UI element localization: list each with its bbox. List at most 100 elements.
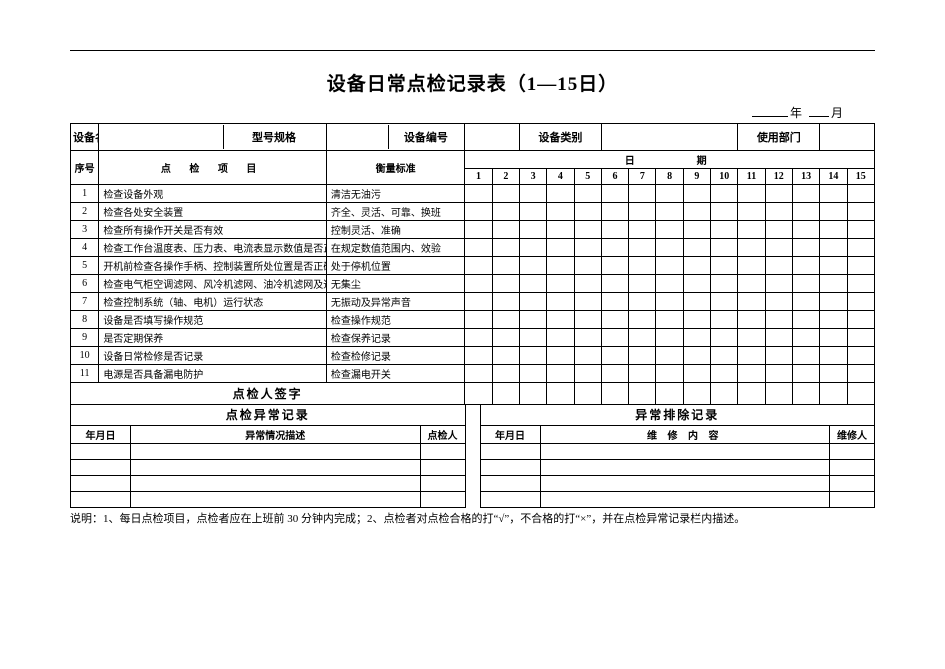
check-cell[interactable] <box>656 239 683 257</box>
check-cell[interactable] <box>711 257 738 275</box>
check-cell[interactable] <box>820 275 847 293</box>
check-cell[interactable] <box>465 257 492 275</box>
check-cell[interactable] <box>847 221 874 239</box>
check-cell[interactable] <box>547 185 574 203</box>
check-cell[interactable] <box>792 221 819 239</box>
check-cell[interactable] <box>574 329 601 347</box>
check-cell[interactable] <box>547 365 574 383</box>
check-cell[interactable] <box>765 203 792 221</box>
check-cell[interactable] <box>574 203 601 221</box>
equip-type-value[interactable] <box>601 124 737 151</box>
check-cell[interactable] <box>792 203 819 221</box>
check-cell[interactable] <box>847 311 874 329</box>
check-cell[interactable] <box>738 275 765 293</box>
check-cell[interactable] <box>519 329 546 347</box>
check-cell[interactable] <box>683 311 710 329</box>
check-cell[interactable] <box>792 185 819 203</box>
check-cell[interactable] <box>492 185 519 203</box>
check-cell[interactable] <box>519 221 546 239</box>
sign-cell[interactable] <box>492 383 519 405</box>
check-cell[interactable] <box>820 203 847 221</box>
check-cell[interactable] <box>820 293 847 311</box>
check-cell[interactable] <box>683 347 710 365</box>
check-cell[interactable] <box>765 293 792 311</box>
check-cell[interactable] <box>847 329 874 347</box>
check-cell[interactable] <box>547 347 574 365</box>
check-cell[interactable] <box>820 185 847 203</box>
check-cell[interactable] <box>574 347 601 365</box>
check-cell[interactable] <box>847 365 874 383</box>
check-cell[interactable] <box>820 239 847 257</box>
check-cell[interactable] <box>547 275 574 293</box>
sign-cell[interactable] <box>820 383 847 405</box>
check-cell[interactable] <box>519 365 546 383</box>
check-cell[interactable] <box>601 293 628 311</box>
check-cell[interactable] <box>492 347 519 365</box>
check-cell[interactable] <box>465 239 492 257</box>
check-cell[interactable] <box>765 347 792 365</box>
abnormal-row[interactable] <box>71 459 466 475</box>
check-cell[interactable] <box>765 311 792 329</box>
check-cell[interactable] <box>711 347 738 365</box>
sign-cell[interactable] <box>792 383 819 405</box>
check-cell[interactable] <box>820 329 847 347</box>
sign-cell[interactable] <box>711 383 738 405</box>
check-cell[interactable] <box>711 365 738 383</box>
check-cell[interactable] <box>492 203 519 221</box>
check-cell[interactable] <box>765 275 792 293</box>
check-cell[interactable] <box>601 365 628 383</box>
check-cell[interactable] <box>629 293 656 311</box>
check-cell[interactable] <box>656 185 683 203</box>
check-cell[interactable] <box>574 275 601 293</box>
check-cell[interactable] <box>492 329 519 347</box>
check-cell[interactable] <box>519 239 546 257</box>
check-cell[interactable] <box>792 329 819 347</box>
check-cell[interactable] <box>519 293 546 311</box>
check-cell[interactable] <box>547 221 574 239</box>
check-cell[interactable] <box>792 311 819 329</box>
sign-cell[interactable] <box>656 383 683 405</box>
sign-cell[interactable] <box>847 383 874 405</box>
check-cell[interactable] <box>711 311 738 329</box>
check-cell[interactable] <box>629 311 656 329</box>
check-cell[interactable] <box>792 239 819 257</box>
check-cell[interactable] <box>792 365 819 383</box>
check-cell[interactable] <box>683 365 710 383</box>
repair-row[interactable] <box>480 491 875 507</box>
check-cell[interactable] <box>792 257 819 275</box>
check-cell[interactable] <box>547 311 574 329</box>
check-cell[interactable] <box>683 221 710 239</box>
equip-no-value[interactable] <box>465 124 520 151</box>
check-cell[interactable] <box>820 257 847 275</box>
check-cell[interactable] <box>847 347 874 365</box>
check-cell[interactable] <box>738 329 765 347</box>
check-cell[interactable] <box>519 275 546 293</box>
check-cell[interactable] <box>465 293 492 311</box>
check-cell[interactable] <box>629 239 656 257</box>
equip-name-value[interactable]: 型号规格 <box>99 124 327 151</box>
check-cell[interactable] <box>792 275 819 293</box>
abnormal-row[interactable] <box>71 443 466 459</box>
check-cell[interactable] <box>847 203 874 221</box>
check-cell[interactable] <box>492 275 519 293</box>
sign-cell[interactable] <box>465 383 492 405</box>
check-cell[interactable] <box>492 257 519 275</box>
check-cell[interactable] <box>738 365 765 383</box>
check-cell[interactable] <box>601 239 628 257</box>
sign-cell[interactable] <box>683 383 710 405</box>
check-cell[interactable] <box>792 293 819 311</box>
check-cell[interactable] <box>656 221 683 239</box>
check-cell[interactable] <box>574 221 601 239</box>
dept-value[interactable] <box>820 124 875 151</box>
check-cell[interactable] <box>820 221 847 239</box>
model-value[interactable]: 设备编号 <box>326 124 465 151</box>
check-cell[interactable] <box>601 275 628 293</box>
abnormal-row[interactable] <box>71 491 466 507</box>
check-cell[interactable] <box>738 293 765 311</box>
check-cell[interactable] <box>465 185 492 203</box>
check-cell[interactable] <box>601 257 628 275</box>
check-cell[interactable] <box>847 239 874 257</box>
check-cell[interactable] <box>683 203 710 221</box>
check-cell[interactable] <box>547 293 574 311</box>
check-cell[interactable] <box>547 239 574 257</box>
